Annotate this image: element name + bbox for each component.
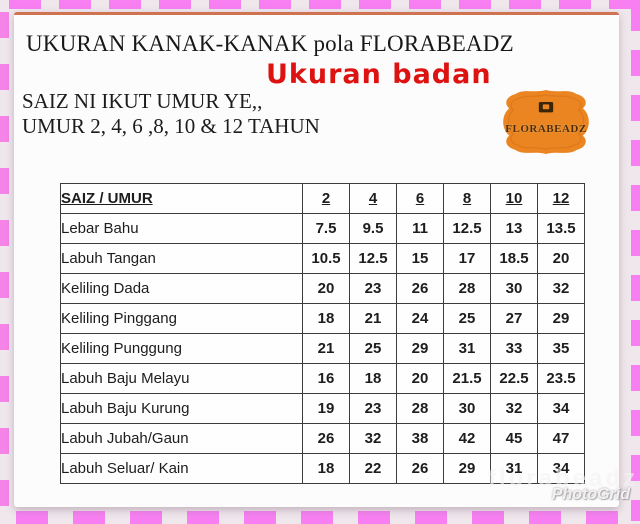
size-value: 34	[537, 393, 585, 424]
size-value: 42	[443, 423, 491, 454]
size-value: 23	[349, 273, 397, 304]
size-value: 20	[537, 243, 585, 274]
size-value: 32	[490, 393, 538, 424]
size-value: 31	[490, 453, 538, 484]
watermark-photogrid: PhotoGrid	[551, 486, 630, 503]
age-header: 4	[349, 183, 397, 214]
size-value: 21	[302, 333, 350, 364]
size-value: 22	[349, 453, 397, 484]
size-value: 10.5	[302, 243, 350, 274]
size-value: 22.5	[490, 363, 538, 394]
size-value: 18	[302, 453, 350, 484]
size-value: 25	[349, 333, 397, 364]
row-label: Keliling Dada	[60, 273, 303, 304]
row-label: Labuh Seluar/ Kain	[60, 453, 303, 484]
size-value: 34	[537, 453, 585, 484]
size-value: 26	[396, 453, 444, 484]
size-value: 31	[443, 333, 491, 364]
size-value: 29	[537, 303, 585, 334]
size-value: 18	[302, 303, 350, 334]
row-label: Labuh Baju Melayu	[60, 363, 303, 394]
size-value: 23.5	[537, 363, 585, 394]
size-value: 16	[302, 363, 350, 394]
age-header: 10	[490, 183, 538, 214]
row-label: Lebar Bahu	[60, 213, 303, 244]
size-value: 13	[490, 213, 538, 244]
size-value: 21	[349, 303, 397, 334]
size-value: 24	[396, 303, 444, 334]
size-value: 17	[443, 243, 491, 274]
size-value: 29	[396, 333, 444, 364]
size-value: 47	[537, 423, 585, 454]
size-value: 20	[302, 273, 350, 304]
size-value: 23	[349, 393, 397, 424]
size-value: 12.5	[443, 213, 491, 244]
age-header: 6	[396, 183, 444, 214]
age-header: 8	[443, 183, 491, 214]
size-value: 13.5	[537, 213, 585, 244]
table-row: Keliling Dada 20 23 26 28 30 32	[60, 273, 585, 304]
ornate-badge-shape	[503, 90, 589, 154]
table-row: Labuh Baju Melayu 16 18 20 21.5 22.5 23.5	[60, 363, 585, 394]
size-value: 15	[396, 243, 444, 274]
size-value: 32	[537, 273, 585, 304]
size-value: 19	[302, 393, 350, 424]
border-dashes-bottom	[0, 511, 640, 524]
size-value: 30	[443, 393, 491, 424]
table-row: Labuh Baju Kurung 19 23 28 30 32 34	[60, 393, 585, 424]
size-table-body: Lebar Bahu 7.5 9.5 11 12.5 13 13.5 Labuh Tangan…	[60, 213, 585, 484]
florabeadz-logo-badge: FLORABEADZ	[498, 86, 594, 158]
table-header-row: SAIZ / UMUR 2 4 6 8 10 12	[60, 183, 585, 214]
size-value: 21.5	[443, 363, 491, 394]
row-label: Keliling Punggung	[60, 333, 303, 364]
watermark-florabeadz: florabeadz	[487, 465, 638, 492]
subtitle-line2: UMUR 2, 4, 6 ,8, 10 & 12 TAHUN	[22, 114, 320, 138]
size-value: 26	[302, 423, 350, 454]
document-sheet: UKURAN KANAK-KANAK pola FLORABEADZ Ukura…	[14, 12, 619, 507]
row-label: Labuh Tangan	[60, 243, 303, 274]
size-table: SAIZ / UMUR 2 4 6 8 10 12 Lebar Bahu 7.5 9.5 11 1…	[60, 183, 585, 484]
size-value: 32	[349, 423, 397, 454]
size-value: 20	[396, 363, 444, 394]
size-value: 28	[396, 393, 444, 424]
table-row: Labuh Jubah/Gaun 26 32 38 42 45 47	[60, 423, 585, 454]
table-row: Lebar Bahu 7.5 9.5 11 12.5 13 13.5	[60, 213, 585, 244]
size-value: 7.5	[302, 213, 350, 244]
size-value: 33	[490, 333, 538, 364]
age-header: 12	[537, 183, 585, 214]
size-value: 35	[537, 333, 585, 364]
logo-text: FLORABEADZ	[505, 123, 587, 135]
border-dashes-top	[0, 0, 640, 9]
size-value: 18	[349, 363, 397, 394]
row-label: Keliling Pinggang	[60, 303, 303, 334]
size-value: 30	[490, 273, 538, 304]
size-value: 38	[396, 423, 444, 454]
table-row: Keliling Pinggang 18 21 24 25 27 29	[60, 303, 585, 334]
size-value: 45	[490, 423, 538, 454]
size-value: 18.5	[490, 243, 538, 274]
size-value: 26	[396, 273, 444, 304]
row-label: Labuh Jubah/Gaun	[60, 423, 303, 454]
age-header: 2	[302, 183, 350, 214]
size-value: 29	[443, 453, 491, 484]
handwritten-annotation: Ukuran badan	[266, 59, 492, 90]
table-row: Keliling Punggung 21 25 29 31 33 35	[60, 333, 585, 364]
size-value: 9.5	[349, 213, 397, 244]
size-umur-header: SAIZ / UMUR	[60, 183, 303, 214]
size-value: 28	[443, 273, 491, 304]
size-value: 11	[396, 213, 444, 244]
border-dashes-right	[631, 0, 640, 521]
row-label: Labuh Baju Kurung	[60, 393, 303, 424]
page-title: UKURAN KANAK-KANAK pola FLORABEADZ	[26, 31, 514, 56]
subtitle-line1: SAIZ NI IKUT UMUR YE,,	[22, 89, 263, 113]
size-value: 12.5	[349, 243, 397, 274]
size-value: 27	[490, 303, 538, 334]
size-value: 25	[443, 303, 491, 334]
border-dashes-left	[0, 0, 9, 521]
table-row: Labuh Seluar/ Kain 18 22 26 29 31 34	[60, 453, 585, 484]
table-row: Labuh Tangan 10.5 12.5 15 17 18.5 20	[60, 243, 585, 274]
